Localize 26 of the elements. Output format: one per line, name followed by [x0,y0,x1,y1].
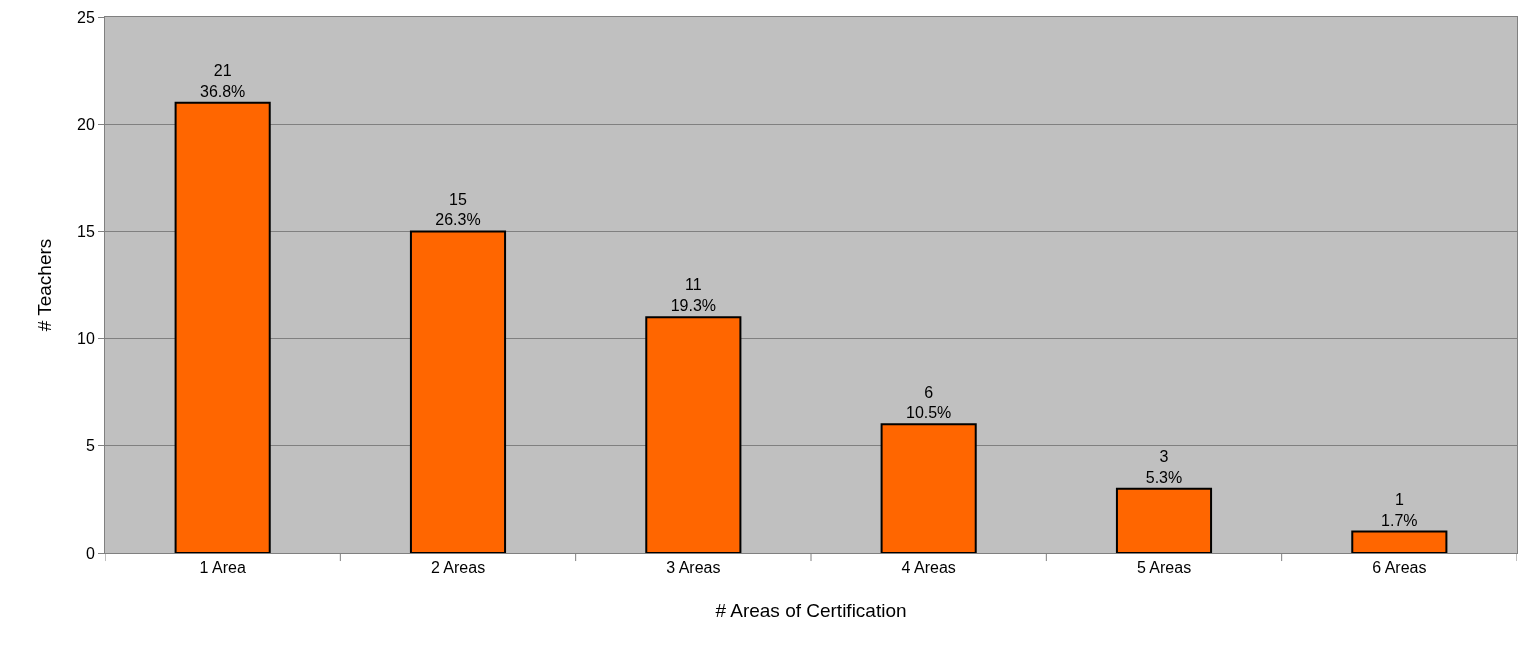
y-tick-label: 20 [77,115,95,133]
bar [174,101,271,553]
data-label: 1 1.7% [1381,490,1418,529]
y-tick-label: 15 [77,223,95,240]
x-tick-label: 6 Areas [1372,559,1427,577]
bar [645,316,742,553]
x-tick-label: 1 Area [199,559,246,577]
bar [409,230,507,553]
y-tick-label: 10 [77,330,95,348]
x-tick-label: 3 Areas [666,559,721,577]
data-label: 6 10.5% [905,383,952,422]
data-label: 15 26.3% [435,190,481,229]
bar [1351,530,1448,553]
x-axis-title: # Areas of Certification [715,600,907,621]
y-axis-title: # Teachers [33,238,55,332]
y-tick-label: 25 [77,8,95,26]
bar [880,423,977,553]
x-tick-label: 4 Areas [901,559,956,577]
x-tick-label: 5 Areas [1136,559,1192,577]
data-label: 3 5.3% [1145,447,1183,486]
x-tick-label: 2 Areas [430,559,486,577]
y-tick-label: 0 [85,544,95,562]
bar [1115,487,1213,553]
y-tick-label: 5 [85,437,95,455]
data-label: 11 19.3% [670,276,717,315]
data-label: 21 36.8% [199,61,246,100]
